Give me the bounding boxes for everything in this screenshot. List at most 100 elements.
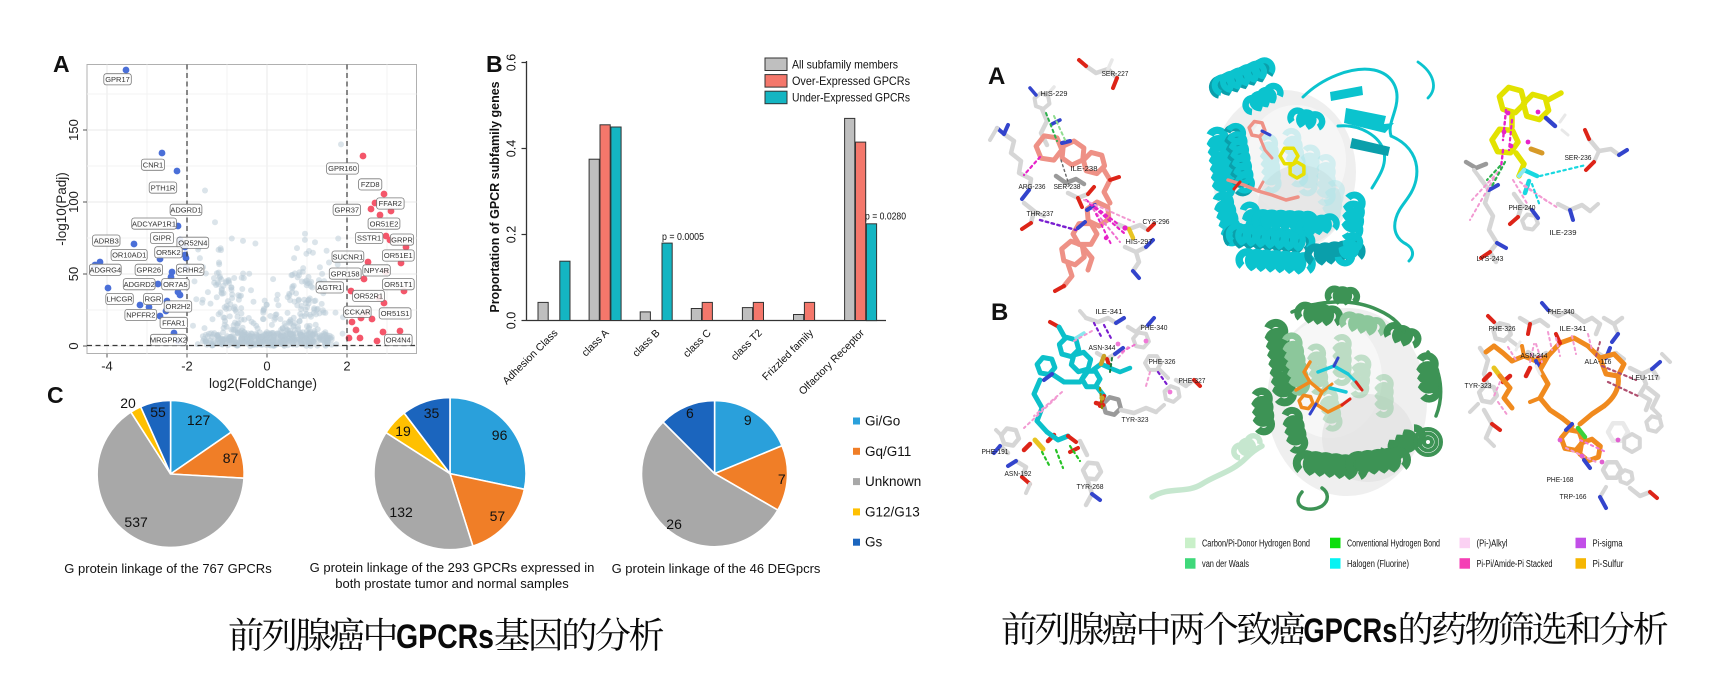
svg-text:ILE-239: ILE-239 — [1550, 228, 1577, 237]
svg-text:-2: -2 — [181, 359, 193, 374]
svg-text:OR10AD1: OR10AD1 — [112, 251, 146, 260]
svg-text:B: B — [991, 299, 1008, 326]
svg-text:OR5K2: OR5K2 — [156, 248, 181, 257]
svg-text:Under-Expressed GPCRs: Under-Expressed GPCRs — [792, 91, 910, 105]
svg-text:GPR17: GPR17 — [105, 75, 130, 84]
svg-text:20: 20 — [120, 395, 136, 411]
svg-text:PTH1R: PTH1R — [151, 183, 176, 192]
svg-text:ARG-236: ARG-236 — [1019, 182, 1046, 191]
svg-text:TYR-323: TYR-323 — [1465, 381, 1492, 390]
svg-text:LHCGR: LHCGR — [106, 295, 133, 304]
svg-text:GRPR: GRPR — [391, 235, 413, 244]
svg-text:PHE-191: PHE-191 — [982, 447, 1009, 456]
svg-text:Pi-Sulfur: Pi-Sulfur — [1593, 559, 1625, 570]
svg-text:537: 537 — [124, 514, 148, 530]
svg-text:GIPR: GIPR — [153, 234, 172, 243]
svg-text:GPR37: GPR37 — [334, 206, 359, 215]
svg-text:96: 96 — [492, 427, 508, 443]
svg-text:55: 55 — [150, 404, 166, 420]
svg-text:0.0: 0.0 — [505, 312, 519, 329]
svg-text:127: 127 — [187, 412, 211, 428]
svg-text:SER-238: SER-238 — [1054, 182, 1081, 191]
svg-text:OR2H2: OR2H2 — [165, 302, 190, 311]
svg-text:AGTR1: AGTR1 — [317, 283, 342, 292]
svg-text:Pi-sigma: Pi-sigma — [1593, 539, 1623, 550]
svg-text:PHE-168: PHE-168 — [1547, 475, 1574, 484]
svg-text:FFAR1: FFAR1 — [162, 319, 185, 328]
svg-text:p = 0.0005: p = 0.0005 — [662, 232, 704, 243]
svg-text:OR51E2: OR51E2 — [370, 219, 399, 228]
svg-text:7: 7 — [778, 471, 786, 487]
svg-text:C: C — [47, 382, 64, 408]
svg-text:GPCRs: GPCRs — [396, 618, 494, 656]
svg-text:G protein linkage of the 767 G: G protein linkage of the 767 GPCRs — [64, 561, 272, 576]
svg-text:Gq/G11: Gq/G11 — [865, 444, 911, 459]
svg-text:ADGRG4: ADGRG4 — [89, 266, 121, 275]
svg-text:TRP-166: TRP-166 — [1560, 492, 1587, 501]
svg-text:OR52N4: OR52N4 — [178, 239, 207, 248]
svg-text:p = 0.0280: p = 0.0280 — [865, 212, 906, 223]
svg-text:GPR160: GPR160 — [328, 164, 357, 173]
svg-text:PHE-340: PHE-340 — [1548, 307, 1575, 316]
svg-text:PHE-240: PHE-240 — [1509, 203, 1536, 212]
svg-text:RGR: RGR — [145, 295, 162, 304]
svg-text:OR4N4: OR4N4 — [386, 336, 411, 345]
svg-text:SSTR1: SSTR1 — [357, 234, 381, 243]
svg-text:9: 9 — [744, 412, 752, 428]
svg-text:ILE-341: ILE-341 — [1096, 307, 1123, 316]
svg-text:ASN-344: ASN-344 — [1521, 351, 1548, 360]
svg-text:ASN-344: ASN-344 — [1089, 343, 1116, 352]
svg-text:PHE-327: PHE-327 — [1179, 376, 1206, 385]
svg-text:CCKAR: CCKAR — [344, 308, 371, 317]
svg-text:both prostate tumor and normal: both prostate tumor and normal samples — [335, 576, 569, 591]
svg-text:26: 26 — [666, 516, 682, 532]
svg-text:LEU-117: LEU-117 — [1632, 373, 1659, 382]
svg-text:NPY4R: NPY4R — [364, 266, 390, 275]
svg-text:ALA-116: ALA-116 — [1585, 357, 1612, 366]
svg-text:132: 132 — [389, 504, 413, 520]
svg-text:CYS-296: CYS-296 — [1143, 217, 1170, 226]
svg-text:Pi-Pi/Amide-Pi Stacked: Pi-Pi/Amide-Pi Stacked — [1477, 559, 1553, 570]
svg-text:Halogen (Fluorine): Halogen (Fluorine) — [1347, 559, 1409, 570]
svg-text:0: 0 — [263, 359, 270, 374]
svg-text:HIS-229: HIS-229 — [1041, 89, 1068, 98]
svg-text:FZD8: FZD8 — [361, 180, 380, 189]
svg-text:Carbon/Pi-Donor Hydrogen Bond: Carbon/Pi-Donor Hydrogen Bond — [1202, 539, 1310, 550]
svg-text:35: 35 — [424, 405, 440, 421]
svg-text:CRHR2: CRHR2 — [177, 266, 203, 275]
svg-text:TYR-323: TYR-323 — [1122, 415, 1149, 424]
svg-text:ADRB3: ADRB3 — [94, 236, 119, 245]
svg-text:87: 87 — [223, 450, 239, 466]
svg-text:Over-Expressed GPCRs: Over-Expressed GPCRs — [792, 74, 910, 88]
svg-text:GPR26: GPR26 — [136, 266, 161, 275]
svg-text:PHE-340: PHE-340 — [1141, 323, 1168, 332]
svg-text:OR7A5: OR7A5 — [163, 280, 188, 289]
svg-text:Conventional Hydrogen Bond: Conventional Hydrogen Bond — [1347, 539, 1440, 550]
svg-text:-log10(Padj): -log10(Padj) — [54, 172, 69, 246]
svg-text:OR51E1: OR51E1 — [384, 251, 413, 260]
svg-text:150: 150 — [66, 119, 81, 141]
svg-text:OR51T1: OR51T1 — [384, 280, 412, 289]
svg-text:57: 57 — [490, 508, 506, 524]
svg-text:PHE-326: PHE-326 — [1149, 357, 1176, 366]
svg-text:Unknown: Unknown — [865, 474, 921, 489]
svg-text:PHE-326: PHE-326 — [1489, 324, 1516, 333]
svg-text:TYR-268: TYR-268 — [1077, 482, 1104, 491]
svg-text:SER-227: SER-227 — [1102, 69, 1129, 78]
svg-text:LYS-243: LYS-243 — [1477, 254, 1504, 263]
svg-text:0.6: 0.6 — [505, 54, 519, 71]
svg-text:ILE-341: ILE-341 — [1560, 324, 1587, 333]
svg-text:FFAR2: FFAR2 — [379, 199, 402, 208]
svg-text:Proportation of GPCR subfamily: Proportation of GPCR subfamily genes — [488, 81, 502, 312]
svg-text:SER-236: SER-236 — [1565, 153, 1592, 162]
svg-text:G protein linkage of the 46 DE: G protein linkage of the 46 DEGpcrs — [612, 561, 821, 576]
svg-text:0.2: 0.2 — [505, 226, 519, 243]
svg-text:0.4: 0.4 — [505, 140, 519, 157]
svg-text:MRGPRX2: MRGPRX2 — [150, 336, 187, 345]
svg-text:ADGRD1: ADGRD1 — [170, 206, 201, 215]
svg-text:Gi/Go: Gi/Go — [865, 414, 900, 429]
svg-text:OR52R1: OR52R1 — [354, 292, 383, 301]
svg-text:B: B — [486, 51, 503, 77]
svg-text:-4: -4 — [101, 359, 113, 374]
svg-text:GPCRs: GPCRs — [1303, 612, 1397, 650]
